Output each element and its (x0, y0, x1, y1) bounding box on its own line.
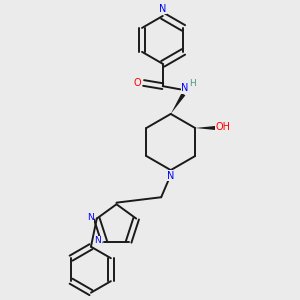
Text: N: N (94, 236, 101, 245)
Text: N: N (167, 171, 174, 181)
Text: N: N (159, 4, 166, 14)
Text: H: H (189, 79, 196, 88)
Polygon shape (195, 126, 218, 130)
Polygon shape (171, 93, 185, 114)
Text: O: O (134, 78, 141, 88)
Text: N: N (87, 213, 94, 222)
Text: OH: OH (215, 122, 230, 132)
Text: N: N (182, 83, 189, 93)
